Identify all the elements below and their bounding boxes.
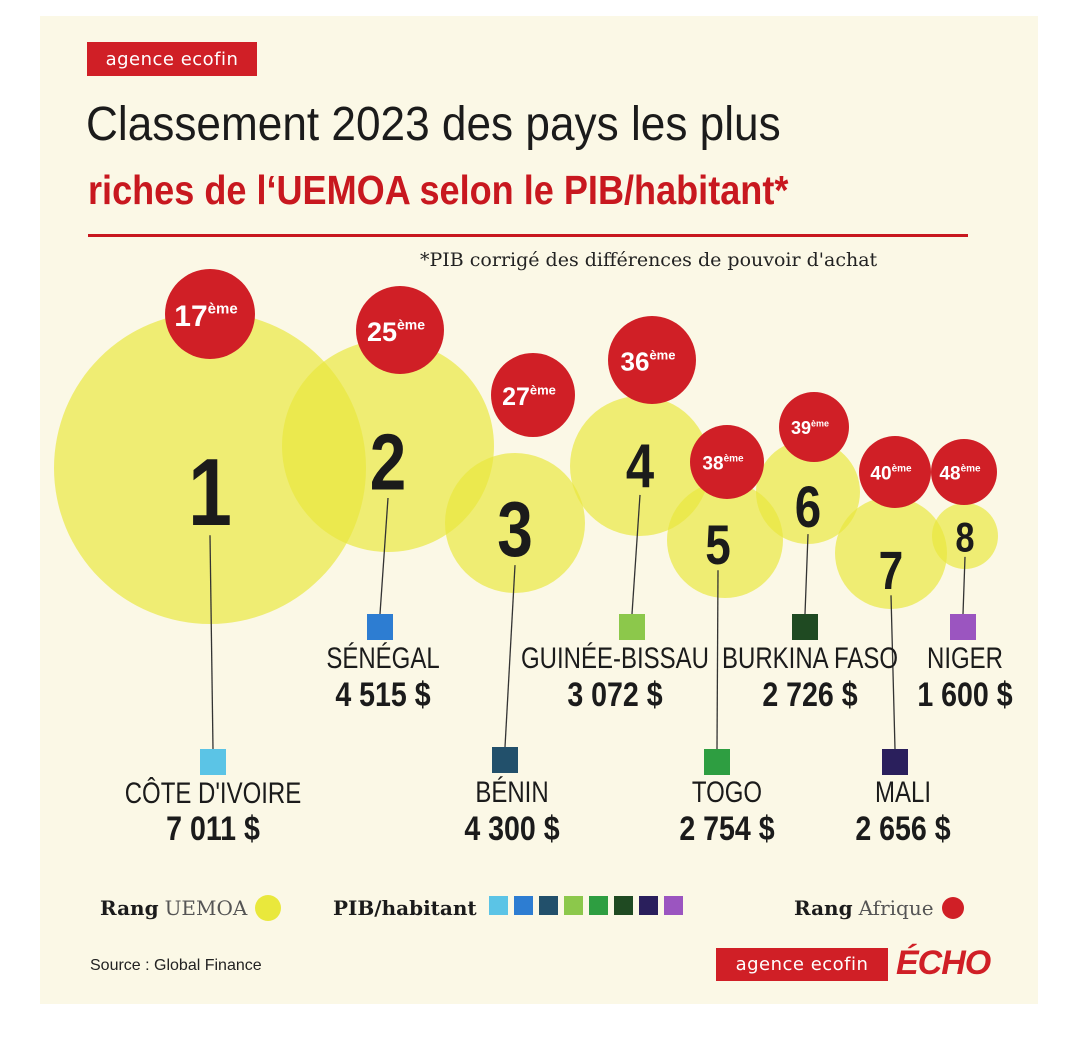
- legend-color-square: [638, 896, 658, 915]
- legend-rank-africa: Rang Afrique: [794, 893, 964, 923]
- legend-yellow-dot-icon: [255, 895, 282, 921]
- africa-rank-label: 39ème: [791, 418, 829, 438]
- legend-rank-africa-bold: Rang: [794, 896, 853, 920]
- africa-rank-label: 36ème: [621, 346, 676, 376]
- legend-color-square: [588, 896, 608, 915]
- uemoa-bubble: [282, 340, 494, 552]
- uemoa-bubble: [756, 440, 860, 544]
- source-note: Source : Global Finance: [90, 957, 262, 974]
- africa-rank-badge: [165, 269, 255, 359]
- africa-rank-badge: [779, 392, 849, 462]
- africa-rank-label: 40ème: [870, 464, 912, 485]
- connectors-layer: [200, 494, 976, 775]
- country-name: SÉNÉGAL: [326, 640, 439, 674]
- legend-color-square: [488, 896, 508, 915]
- africa-rank-badge: [931, 439, 997, 505]
- echo-logo: ÉCHO: [896, 944, 991, 982]
- africa-rank-badge: [690, 425, 764, 499]
- gdp-color-square: [950, 614, 976, 640]
- africa-rank-label: 48ème: [939, 464, 981, 485]
- legend-gdp-label: PIB/habitant: [333, 896, 477, 920]
- country-name: BURKINA FASO: [722, 640, 898, 674]
- uemoa-bubble: [445, 453, 585, 593]
- legend-red-dot-icon: [941, 897, 964, 919]
- africa-rank-label: 27ème: [502, 383, 556, 412]
- country-name: GUINÉE-BISSAU: [521, 640, 709, 674]
- legend-rank-uemoa: Rang UEMOA: [100, 893, 282, 923]
- gdp-color-square: [200, 749, 226, 775]
- gdp-color-square: [367, 614, 393, 640]
- country-name: TOGO: [692, 774, 762, 808]
- uemoa-bubble: [667, 482, 783, 598]
- gdp-value-label: 2 656 $: [855, 810, 950, 848]
- connector-line: [804, 534, 809, 615]
- uemoa-rank-number: 5: [705, 514, 731, 576]
- connector-line: [890, 595, 896, 750]
- uemoa-rank-number: 2: [370, 417, 406, 507]
- uemoa-rank-number: 1: [188, 438, 232, 545]
- africa-rank-label: 38ème: [702, 454, 744, 475]
- title-line-2: riches de l‘UEMOA selon le PIB/habitant*: [88, 167, 789, 213]
- bubbles-layer: [54, 312, 998, 624]
- africa-rank-badge: [608, 316, 696, 404]
- gdp-color-square: [492, 747, 518, 773]
- connector-line: [716, 570, 719, 750]
- gdp-color-square: [882, 749, 908, 775]
- gdp-value-label: 3 072 $: [567, 676, 662, 714]
- country-name: CÔTE D'IVOIRE: [125, 775, 302, 809]
- gdp-value-label: 4 515 $: [335, 676, 430, 714]
- country-name: NIGER: [927, 640, 1003, 674]
- uemoa-rank-number: 3: [497, 486, 533, 573]
- uemoa-bubble: [835, 497, 947, 609]
- country-name: BÉNIN: [475, 774, 548, 808]
- gdp-value-label: 4 300 $: [464, 810, 559, 848]
- legend-gdp: PIB/habitant: [333, 893, 683, 923]
- legend-rank-uemoa-bold: Rang: [100, 896, 159, 920]
- uemoa-bubble: [932, 503, 998, 569]
- connector-line: [209, 535, 214, 750]
- legend-color-square: [663, 896, 683, 915]
- legend-color-square: [538, 896, 558, 915]
- uemoa-rank-number: 6: [795, 476, 821, 541]
- connector-line: [504, 565, 516, 748]
- legend-color-squares: [483, 896, 683, 920]
- connector-line: [631, 494, 641, 615]
- uemoa-rank-number: 8: [955, 514, 974, 561]
- africa-rank-badge: [491, 353, 575, 437]
- uemoa-rank-number: 4: [626, 433, 655, 502]
- agence-ecofin-logo: agence ecofin: [87, 42, 257, 76]
- legend-color-square: [613, 896, 633, 915]
- title-line-1: Classement 2023 des pays les plus: [86, 98, 781, 151]
- gdp-value-label: 2 726 $: [762, 676, 857, 714]
- connector-line: [379, 497, 389, 615]
- africa-rank-badge: [859, 436, 931, 508]
- title-divider: [88, 234, 968, 237]
- africa-rank-label: 25ème: [367, 316, 425, 346]
- legend-color-square: [513, 896, 533, 915]
- agence-ecofin-footer-logo: agence ecofin: [716, 948, 888, 981]
- gdp-value-label: 1 600 $: [917, 676, 1012, 714]
- footnote: *PIB corrigé des différences de pouvoir …: [420, 249, 878, 271]
- uemoa-bubble: [570, 396, 710, 536]
- gdp-value-label: 2 754 $: [679, 810, 774, 848]
- legend-color-square: [563, 896, 583, 915]
- africa-badges-layer: 17ème 25ème 27ème 36ème 38ème 39ème 40ème 48ème: [165, 269, 997, 508]
- country-name: MALI: [875, 774, 931, 808]
- africa-rank-label: 17ème: [174, 300, 237, 333]
- gdp-color-square: [704, 749, 730, 775]
- uemoa-rank-number: 7: [879, 541, 904, 601]
- legend-rank-uemoa-text: UEMOA: [164, 896, 248, 920]
- gdp-value-label: 7 011 $: [166, 810, 260, 848]
- gdp-color-square: [792, 614, 818, 640]
- gdp-color-square: [619, 614, 645, 640]
- uemoa-bubble: [54, 312, 366, 624]
- legend-rank-africa-text: Afrique: [858, 896, 934, 920]
- africa-rank-badge: [356, 286, 444, 374]
- connector-line: [962, 556, 966, 615]
